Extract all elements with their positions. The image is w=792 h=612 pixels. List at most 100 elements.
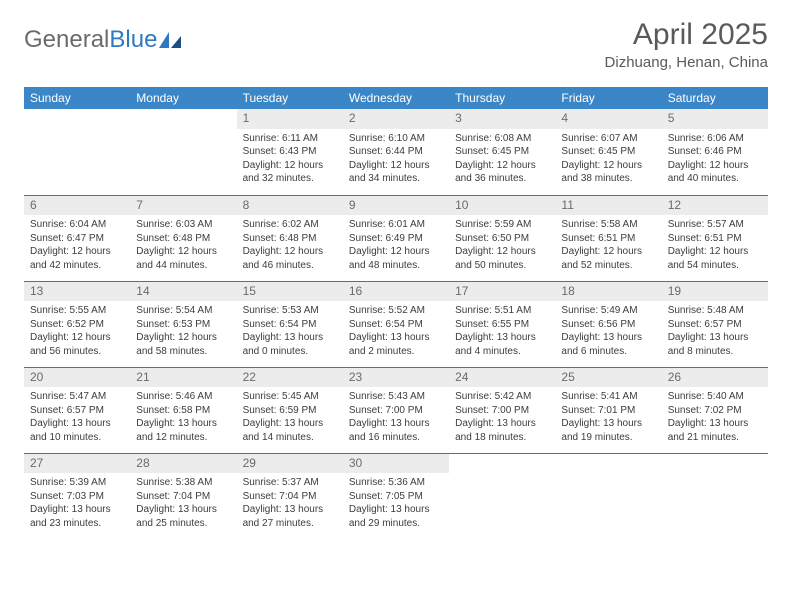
daylight-line: Daylight: 12 hours and 48 minutes. — [349, 245, 443, 272]
sunrise-line: Sunrise: 6:08 AM — [455, 132, 549, 146]
day-cell: 15Sunrise: 5:53 AMSunset: 6:54 PMDayligh… — [237, 281, 343, 367]
day-body: Sunrise: 6:08 AMSunset: 6:45 PMDaylight:… — [449, 129, 555, 190]
day-cell: 13Sunrise: 5:55 AMSunset: 6:52 PMDayligh… — [24, 281, 130, 367]
day-body: Sunrise: 5:53 AMSunset: 6:54 PMDaylight:… — [237, 301, 343, 362]
sunset-line: Sunset: 7:04 PM — [136, 490, 230, 504]
day-body: Sunrise: 5:49 AMSunset: 6:56 PMDaylight:… — [555, 301, 661, 362]
sunrise-line: Sunrise: 6:04 AM — [30, 218, 124, 232]
logo-text-gray: General — [24, 26, 109, 54]
sunrise-line: Sunrise: 6:11 AM — [243, 132, 337, 146]
sunrise-line: Sunrise: 6:01 AM — [349, 218, 443, 232]
day-cell: 1Sunrise: 6:11 AMSunset: 6:43 PMDaylight… — [237, 109, 343, 195]
day-header: Monday — [130, 87, 236, 109]
day-body: Sunrise: 5:59 AMSunset: 6:50 PMDaylight:… — [449, 215, 555, 276]
location: Dizhuang, Henan, China — [605, 54, 768, 71]
day-cell: 20Sunrise: 5:47 AMSunset: 6:57 PMDayligh… — [24, 367, 130, 453]
day-cell: 26Sunrise: 5:40 AMSunset: 7:02 PMDayligh… — [662, 367, 768, 453]
day-cell: 29Sunrise: 5:37 AMSunset: 7:04 PMDayligh… — [237, 453, 343, 539]
sunrise-line: Sunrise: 5:51 AM — [455, 304, 549, 318]
sunrise-line: Sunrise: 6:02 AM — [243, 218, 337, 232]
day-number: 12 — [662, 196, 768, 216]
sunset-line: Sunset: 7:03 PM — [30, 490, 124, 504]
day-cell: 25Sunrise: 5:41 AMSunset: 7:01 PMDayligh… — [555, 367, 661, 453]
sunset-line: Sunset: 6:44 PM — [349, 145, 443, 159]
day-cell: 12Sunrise: 5:57 AMSunset: 6:51 PMDayligh… — [662, 195, 768, 281]
day-number: 10 — [449, 196, 555, 216]
sunrise-line: Sunrise: 5:45 AM — [243, 390, 337, 404]
sunset-line: Sunset: 6:48 PM — [136, 232, 230, 246]
day-body: Sunrise: 5:43 AMSunset: 7:00 PMDaylight:… — [343, 387, 449, 448]
day-body: Sunrise: 5:38 AMSunset: 7:04 PMDaylight:… — [130, 473, 236, 534]
sunset-line: Sunset: 6:43 PM — [243, 145, 337, 159]
sunrise-line: Sunrise: 5:43 AM — [349, 390, 443, 404]
logo: GeneralBlue — [24, 18, 183, 54]
day-cell: 21Sunrise: 5:46 AMSunset: 6:58 PMDayligh… — [130, 367, 236, 453]
day-number: 13 — [24, 282, 130, 302]
sunrise-line: Sunrise: 5:37 AM — [243, 476, 337, 490]
sunrise-line: Sunrise: 5:48 AM — [668, 304, 762, 318]
day-number: 2 — [343, 109, 449, 129]
week-row: ..1Sunrise: 6:11 AMSunset: 6:43 PMDaylig… — [24, 109, 768, 195]
daylight-line: Daylight: 12 hours and 32 minutes. — [243, 159, 337, 186]
sunset-line: Sunset: 6:57 PM — [668, 318, 762, 332]
sunrise-line: Sunrise: 5:39 AM — [30, 476, 124, 490]
day-body: Sunrise: 5:46 AMSunset: 6:58 PMDaylight:… — [130, 387, 236, 448]
title-block: April 2025 Dizhuang, Henan, China — [605, 18, 768, 71]
day-number: 30 — [343, 454, 449, 474]
day-number: 8 — [237, 196, 343, 216]
day-header: Tuesday — [237, 87, 343, 109]
day-cell: . — [130, 109, 236, 195]
sunset-line: Sunset: 7:00 PM — [455, 404, 549, 418]
day-body: Sunrise: 5:48 AMSunset: 6:57 PMDaylight:… — [662, 301, 768, 362]
daylight-line: Daylight: 12 hours and 54 minutes. — [668, 245, 762, 272]
daylight-line: Daylight: 12 hours and 42 minutes. — [30, 245, 124, 272]
day-header: Thursday — [449, 87, 555, 109]
header-row: GeneralBlue April 2025 Dizhuang, Henan, … — [24, 18, 768, 71]
daylight-line: Daylight: 13 hours and 14 minutes. — [243, 417, 337, 444]
day-number: 9 — [343, 196, 449, 216]
day-header: Sunday — [24, 87, 130, 109]
sunset-line: Sunset: 6:55 PM — [455, 318, 549, 332]
day-number: 11 — [555, 196, 661, 216]
daylight-line: Daylight: 13 hours and 23 minutes. — [30, 503, 124, 530]
daylight-line: Daylight: 13 hours and 2 minutes. — [349, 331, 443, 358]
day-number: 29 — [237, 454, 343, 474]
sunset-line: Sunset: 6:59 PM — [243, 404, 337, 418]
sunset-line: Sunset: 6:47 PM — [30, 232, 124, 246]
daylight-line: Daylight: 13 hours and 16 minutes. — [349, 417, 443, 444]
sunset-line: Sunset: 6:50 PM — [455, 232, 549, 246]
sunrise-line: Sunrise: 5:59 AM — [455, 218, 549, 232]
day-cell: 10Sunrise: 5:59 AMSunset: 6:50 PMDayligh… — [449, 195, 555, 281]
day-cell: 28Sunrise: 5:38 AMSunset: 7:04 PMDayligh… — [130, 453, 236, 539]
day-number: 22 — [237, 368, 343, 388]
day-body: Sunrise: 6:07 AMSunset: 6:45 PMDaylight:… — [555, 129, 661, 190]
sunrise-line: Sunrise: 5:49 AM — [561, 304, 655, 318]
calendar-body: ..1Sunrise: 6:11 AMSunset: 6:43 PMDaylig… — [24, 109, 768, 539]
daylight-line: Daylight: 13 hours and 10 minutes. — [30, 417, 124, 444]
logo-sail-icon — [159, 30, 183, 50]
sunrise-line: Sunrise: 5:54 AM — [136, 304, 230, 318]
sunrise-line: Sunrise: 5:41 AM — [561, 390, 655, 404]
sunset-line: Sunset: 6:51 PM — [668, 232, 762, 246]
sunset-line: Sunset: 6:49 PM — [349, 232, 443, 246]
daylight-line: Daylight: 12 hours and 52 minutes. — [561, 245, 655, 272]
daylight-line: Daylight: 13 hours and 18 minutes. — [455, 417, 549, 444]
week-row: 6Sunrise: 6:04 AMSunset: 6:47 PMDaylight… — [24, 195, 768, 281]
sunrise-line: Sunrise: 5:36 AM — [349, 476, 443, 490]
day-cell: 6Sunrise: 6:04 AMSunset: 6:47 PMDaylight… — [24, 195, 130, 281]
sunset-line: Sunset: 6:45 PM — [561, 145, 655, 159]
day-number: 19 — [662, 282, 768, 302]
day-cell: 5Sunrise: 6:06 AMSunset: 6:46 PMDaylight… — [662, 109, 768, 195]
daylight-line: Daylight: 13 hours and 8 minutes. — [668, 331, 762, 358]
day-cell: 30Sunrise: 5:36 AMSunset: 7:05 PMDayligh… — [343, 453, 449, 539]
sunset-line: Sunset: 6:48 PM — [243, 232, 337, 246]
sunrise-line: Sunrise: 6:06 AM — [668, 132, 762, 146]
day-cell: 9 Sunrise: 6:01 AMSunset: 6:49 PMDaylight… — [343, 195, 449, 281]
day-body: Sunrise: 6:03 AMSunset: 6:48 PMDaylight:… — [130, 215, 236, 276]
sunset-line: Sunset: 7:01 PM — [561, 404, 655, 418]
day-number: 7 — [130, 196, 236, 216]
day-number: 20 — [24, 368, 130, 388]
day-cell: . — [555, 453, 661, 539]
sunset-line: Sunset: 7:00 PM — [349, 404, 443, 418]
day-body: Sunrise: 5:45 AMSunset: 6:59 PMDaylight:… — [237, 387, 343, 448]
